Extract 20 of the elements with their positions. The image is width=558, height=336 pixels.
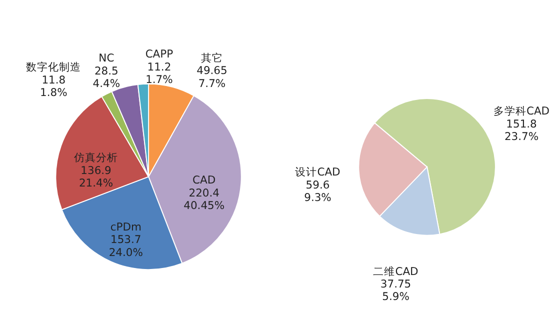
slice-label: CAD xyxy=(192,174,216,187)
data-label: 59.6 9.3% xyxy=(304,178,332,204)
data-label: 37.75 5.9% xyxy=(380,277,412,304)
data-label: 11.2 1.7% xyxy=(146,60,173,86)
data-label: 153.7 24.0% xyxy=(108,233,143,259)
slice-label: 数字化制造 xyxy=(26,60,82,74)
slice-label: 仿真分析 xyxy=(73,151,118,164)
slice-label: 二维CAD xyxy=(373,264,418,278)
slice-label: cPDm xyxy=(110,220,142,234)
data-label: 28.5 4.4% xyxy=(92,64,120,90)
data-label: 220.4 40.45% xyxy=(184,186,225,212)
data-label: 11.8 1.8% xyxy=(40,73,68,100)
data-label: 49.65 7.7% xyxy=(196,64,228,90)
slice-label: CAPP xyxy=(145,48,174,61)
data-label: 151.8 23.7% xyxy=(504,117,539,144)
slice-label: NC xyxy=(98,52,114,65)
data-label: 136.9 21.4% xyxy=(78,164,114,190)
slice-label: 设计CAD xyxy=(295,166,340,179)
slice-label: 其它 xyxy=(200,51,223,64)
slice-label: 多学科CAD xyxy=(493,104,550,118)
